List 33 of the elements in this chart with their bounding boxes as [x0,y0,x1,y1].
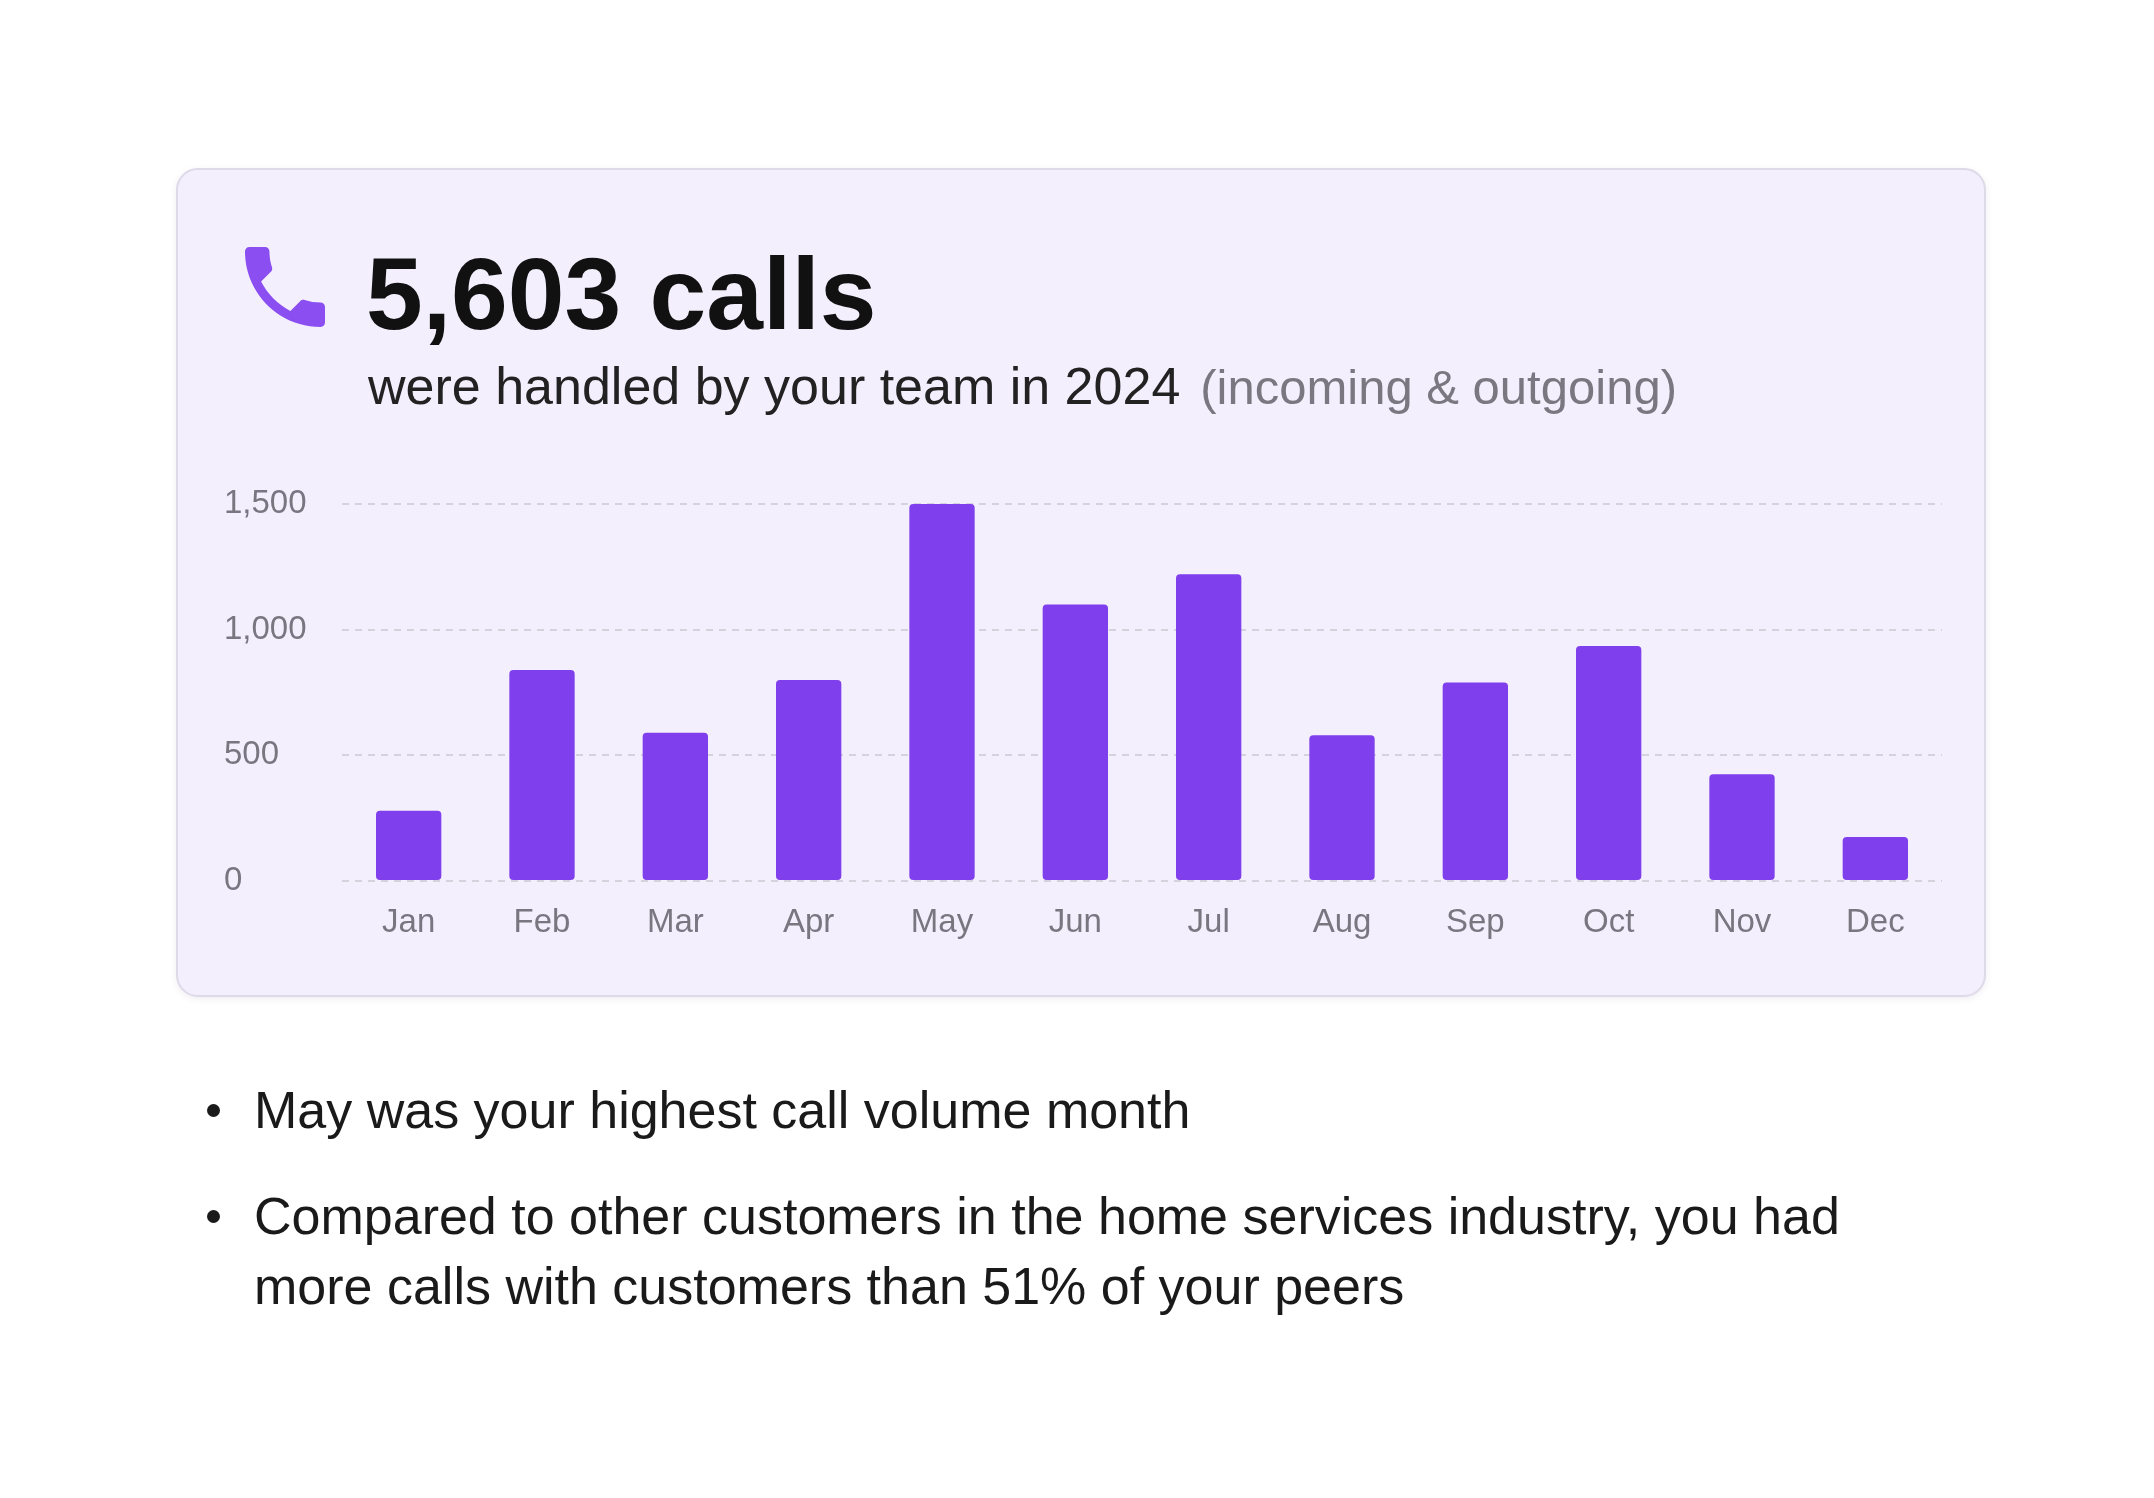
x-tick-label: Sep [1445,901,1505,939]
x-tick-label: Jan [382,901,436,939]
x-tick-label: Nov [1712,901,1772,939]
text: May was your highest call volume month [254,1081,1191,1139]
bar [1176,574,1242,880]
bar [1042,604,1108,880]
bar [1442,682,1508,880]
x-tick-label: Dec [1845,901,1905,939]
y-tick-label: 1,000 [224,608,307,646]
y-tick-label: 1,500 [224,483,307,521]
bar [376,810,442,880]
x-tick-label: Aug [1312,901,1372,939]
bar [642,732,708,880]
x-tick-label: May [910,901,974,939]
bar [909,504,975,880]
x-tick-label: Mar [646,901,704,939]
x-tick-label: Oct [1582,901,1635,939]
y-tick-label: 0 [224,860,243,898]
bar [1842,837,1908,880]
bar [776,679,842,880]
bar [509,669,575,880]
chart-subtitle: were handled by your team in 2024 [368,357,1181,415]
chart-title: 5,603 calls [366,237,877,351]
bar [1309,735,1375,880]
bar [1576,646,1642,880]
text: (incoming & outgoing) [1200,360,1677,414]
text: Compared to other customers in the home services industry, you had more calls with customers than 51% of your peers [254,1187,1840,1315]
x-tick-label: Jul [1187,901,1230,939]
x-tick-label: Feb [513,901,571,939]
x-tick-label: Jun [1048,901,1102,939]
bar [1709,774,1775,880]
x-tick-label: Apr [782,901,835,939]
y-tick-label: 500 [224,734,280,772]
